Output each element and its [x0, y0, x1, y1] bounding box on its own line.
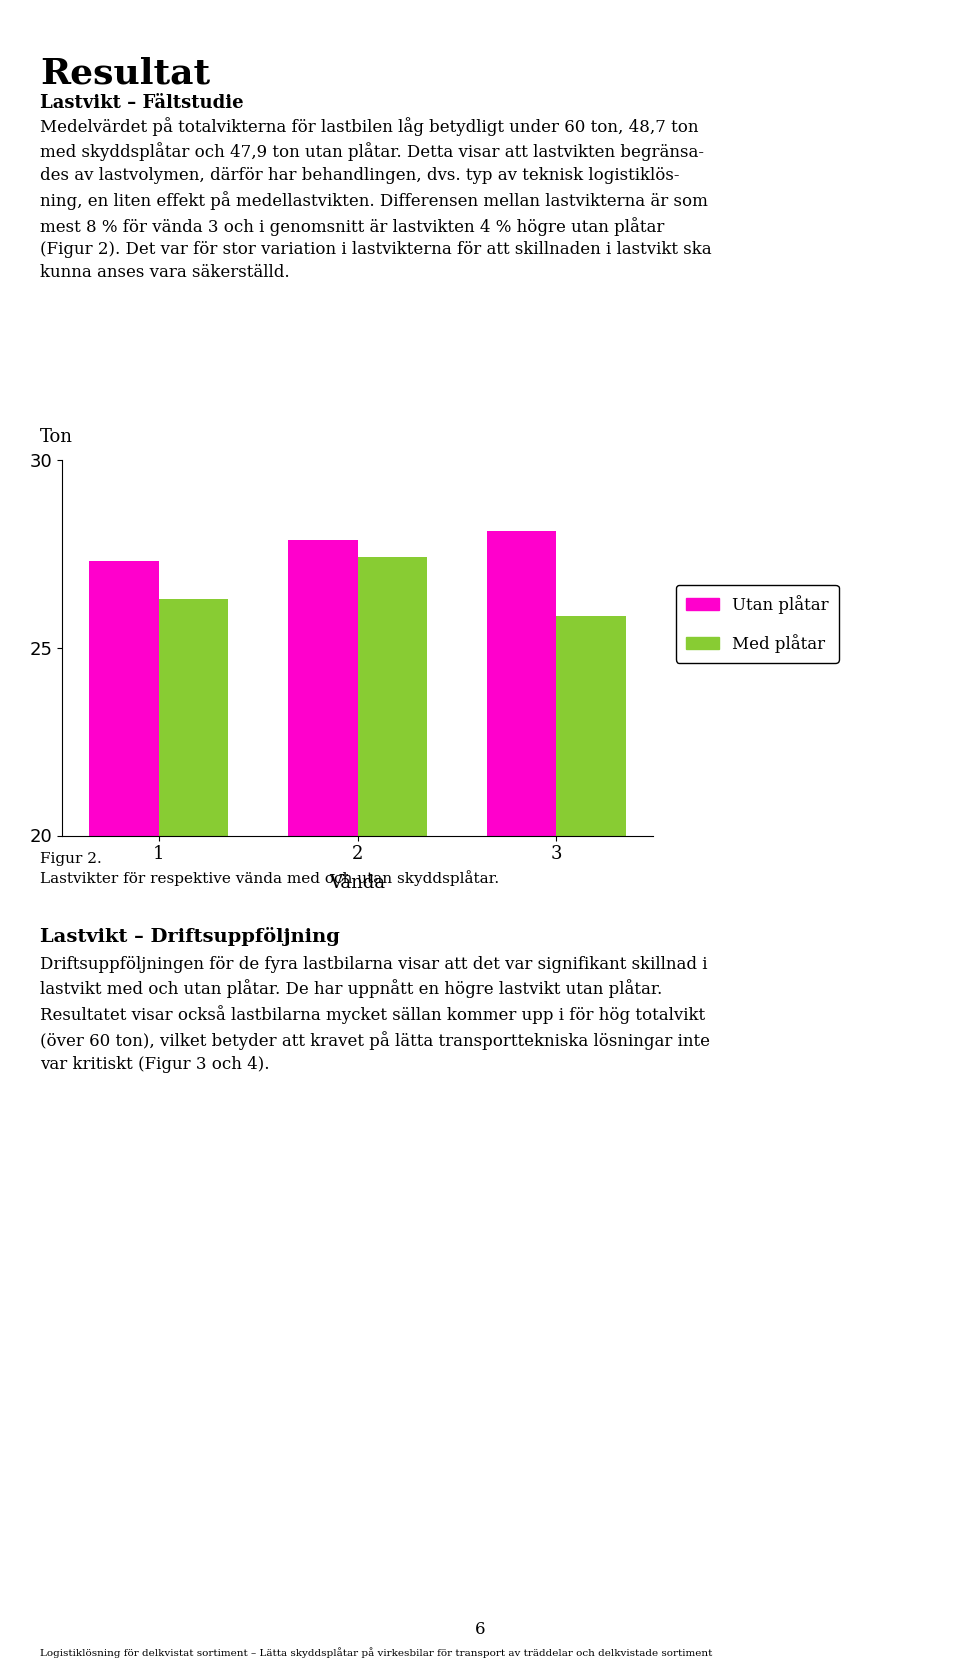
Text: Resultat: Resultat [40, 57, 210, 90]
Text: Ton: Ton [40, 428, 73, 446]
Text: Lastvikt – Driftsuppföljning: Lastvikt – Driftsuppföljning [40, 927, 340, 946]
Text: Driftsuppföljningen för de fyra lastbilarna visar att det var signifikant skilln: Driftsuppföljningen för de fyra lastbila… [40, 956, 710, 1073]
Text: Figur 2.: Figur 2. [40, 852, 102, 866]
Text: 6: 6 [475, 1621, 485, 1638]
Bar [487, 531, 557, 1587]
Text: Logistiklösning för delkvistat sortiment – Lätta skyddsplåtar på virkesbilar för: Logistiklösning för delkvistat sortiment… [40, 1648, 712, 1658]
Text: Medelvärdet på totalvikterna för lastbilen låg betydligt under 60 ton, 48,7 ton
: Medelvärdet på totalvikterna för lastbil… [40, 117, 712, 281]
Bar [358, 558, 427, 1587]
Bar [557, 615, 626, 1587]
Bar [89, 561, 158, 1587]
Legend: Utan plåtar, Med plåtar: Utan plåtar, Med plåtar [676, 585, 839, 663]
Bar [288, 540, 357, 1587]
X-axis label: Vända: Vända [329, 874, 386, 892]
Bar [158, 598, 228, 1587]
Text: Lastvikt – Fältstudie: Lastvikt – Fältstudie [40, 94, 244, 112]
Text: Lastvikter för respektive vända med och utan skyddsplåtar.: Lastvikter för respektive vända med och … [40, 871, 499, 887]
